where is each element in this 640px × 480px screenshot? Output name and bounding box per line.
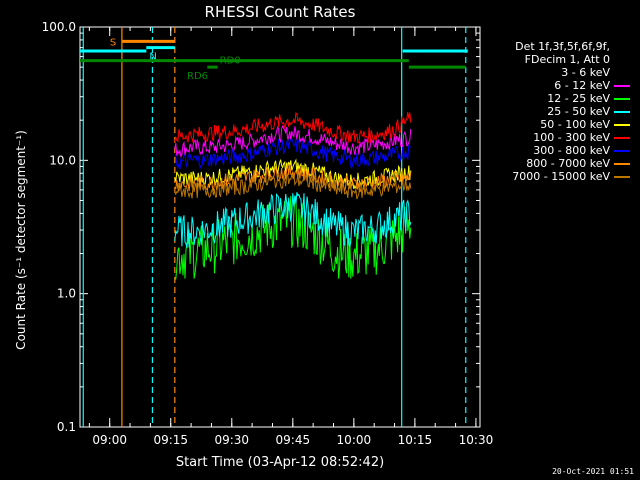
legend-label: 12 - 25 keV [547, 92, 610, 105]
legend-item: 50 - 100 keV [486, 118, 632, 131]
x-axis-label: Start Time (03-Apr-12 08:52:42) [175, 455, 385, 470]
legend-swatch [614, 163, 630, 165]
legend-header-line-2: FDecim 1, Att 0 [524, 53, 610, 66]
legend-label: 50 - 100 keV [540, 118, 610, 131]
legend-label: 6 - 12 keV [554, 79, 610, 92]
legend-item: 300 - 800 keV [486, 144, 632, 157]
legend-swatch [614, 111, 630, 113]
series-line [174, 111, 412, 144]
y-tick-label: 10.0 [49, 153, 76, 167]
chart-title: RHESSI Count Rates [204, 3, 356, 21]
x-tick-label: 09:15 [153, 433, 188, 447]
legend-item: 7000 - 15000 keV [486, 170, 632, 183]
legend-swatch [614, 176, 630, 178]
series-line [174, 124, 412, 158]
legend-swatch [614, 98, 630, 100]
legend-item: 3 - 6 keV [486, 66, 632, 79]
legend-item: 100 - 300 keV [486, 131, 632, 144]
flag-label: RD0 [220, 56, 241, 67]
legend-header-line-1: Det 1f,3f,5f,6f,9f, [515, 40, 610, 53]
attenuator-markers [82, 27, 467, 427]
flag-label: S [110, 37, 116, 48]
y-axis-label: Count Rate (s⁻¹ detector segment⁻¹) [14, 130, 28, 350]
series-line [174, 192, 412, 248]
legend-label: 100 - 300 keV [533, 131, 610, 144]
flag-label: N [149, 52, 156, 63]
y-tick-label: 0.1 [57, 420, 76, 434]
flag-label: RD6 [187, 71, 208, 82]
legend-item: 6 - 12 keV [486, 79, 632, 92]
legend-label: 3 - 6 keV [561, 66, 610, 79]
legend-swatch [614, 72, 630, 74]
legend: Det 1f,3f,5f,6f,9f, FDecim 1, Att 0 3 - … [486, 40, 632, 183]
series-line [174, 138, 411, 170]
series-lines [174, 111, 412, 280]
legend-label: 800 - 7000 keV [526, 157, 610, 170]
plot-frame [79, 26, 481, 428]
legend-swatch [614, 137, 630, 139]
x-tick-label: 10:30 [459, 433, 494, 447]
legend-label: 300 - 800 keV [533, 144, 610, 157]
legend-swatch [614, 124, 630, 126]
series-line [174, 163, 412, 193]
legend-item: 25 - 50 keV [486, 105, 632, 118]
footer-timestamp: 20-Oct-2021 01:51 [552, 467, 634, 476]
y-axis-ticks: 0.1 1.0 10.0 100.0 [42, 20, 480, 434]
x-tick-label: 09:00 [92, 433, 127, 447]
x-tick-label: 09:45 [276, 433, 311, 447]
y-tick-label: 100.0 [42, 20, 76, 34]
legend-swatch [614, 85, 630, 87]
legend-item: 12 - 25 keV [486, 92, 632, 105]
legend-label: 7000 - 15000 keV [512, 170, 610, 183]
flag-bars: S N RD0 RD6 [80, 37, 468, 82]
x-axis-ticks: 09:00 09:15 09:30 09:45 10:00 10:15 10:30 [88, 27, 494, 447]
legend-item: 800 - 7000 keV [486, 157, 632, 170]
y-tick-label: 1.0 [57, 287, 76, 301]
x-tick-label: 10:15 [398, 433, 433, 447]
series-line [174, 172, 412, 200]
x-tick-label: 09:30 [214, 433, 249, 447]
series-line [174, 195, 412, 280]
legend-swatch [614, 150, 630, 152]
legend-label: 25 - 50 keV [547, 105, 610, 118]
x-tick-label: 10:00 [337, 433, 372, 447]
